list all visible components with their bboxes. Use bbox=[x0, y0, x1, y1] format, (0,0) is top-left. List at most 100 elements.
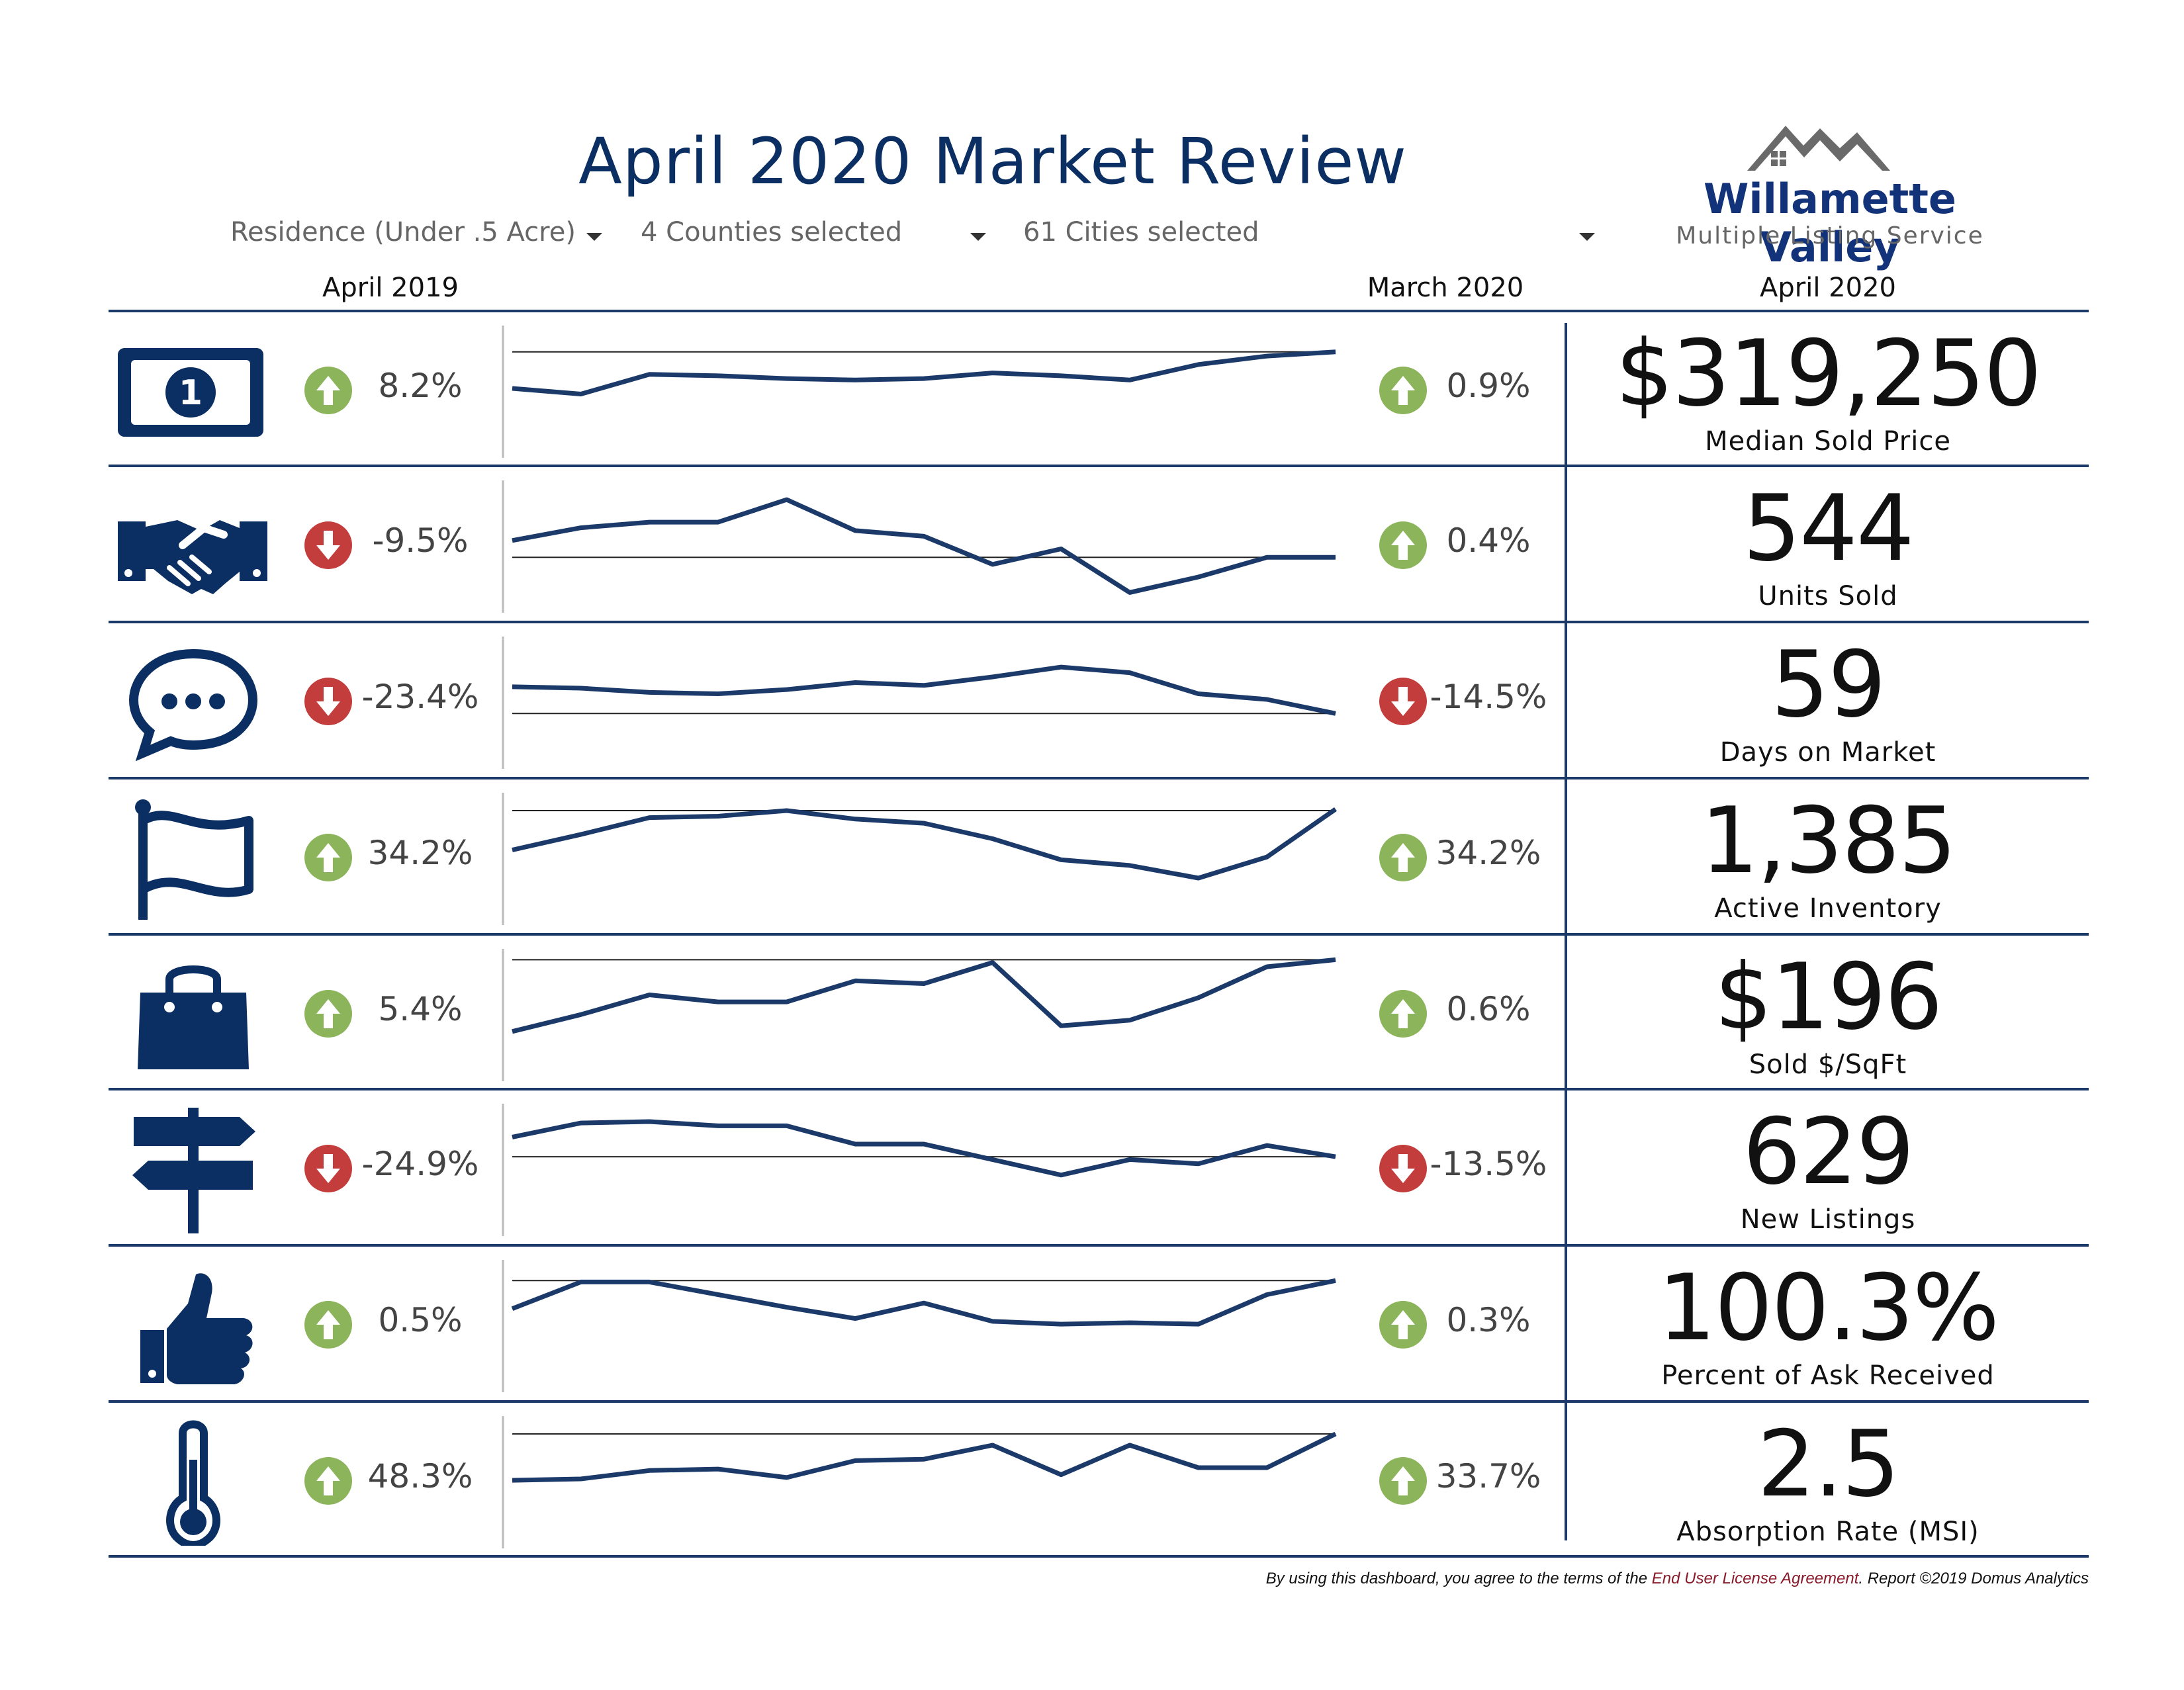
yoy-change: -23.4% bbox=[361, 678, 479, 716]
divider bbox=[109, 1555, 2089, 1558]
metric-label: Median Sold Price bbox=[1705, 426, 1951, 457]
metric-value: $319,250 bbox=[1615, 320, 2042, 427]
property-type-chevron-down-icon[interactable] bbox=[586, 233, 602, 241]
mom-change: 0.6% bbox=[1446, 990, 1531, 1028]
metric-label: Days on Market bbox=[1719, 737, 1936, 768]
trend-line bbox=[511, 1278, 1336, 1327]
metric-row: -9.5% 0.4% 544 Units Sold bbox=[0, 467, 2184, 623]
arrow-up-icon bbox=[1379, 521, 1427, 569]
yoy-change: -24.9% bbox=[361, 1145, 479, 1183]
arrow-up-icon bbox=[304, 834, 352, 881]
divider bbox=[109, 1400, 2089, 1403]
metric-value: 629 bbox=[1743, 1098, 1914, 1205]
yoy-change: 48.3% bbox=[367, 1457, 473, 1495]
property-type-filter[interactable]: Residence (Under .5 Acre) bbox=[230, 217, 576, 247]
metric-value: 2.5 bbox=[1757, 1411, 1899, 1517]
arrow-up-icon bbox=[1379, 1301, 1427, 1349]
counties-chevron-down-icon[interactable] bbox=[970, 233, 986, 241]
page-title: April 2020 Market Review bbox=[578, 124, 1407, 199]
cities-label: 61 Cities selected bbox=[1023, 217, 1259, 247]
mom-change: 0.4% bbox=[1446, 521, 1531, 560]
footer-text-post: . Report ©2019 Domus Analytics bbox=[1858, 1570, 2089, 1587]
arrow-up-icon bbox=[1379, 367, 1427, 414]
metric-value: $196 bbox=[1714, 944, 1942, 1050]
trend-sparkline bbox=[502, 1260, 1336, 1392]
cities-filter[interactable]: 61 Cities selected bbox=[1023, 217, 1259, 247]
arrow-down-icon bbox=[304, 1145, 352, 1192]
counties-label: 4 Counties selected bbox=[641, 217, 903, 247]
svg-text:1: 1 bbox=[179, 373, 203, 413]
metric-label: Sold $/SqFt bbox=[1749, 1049, 1907, 1080]
eula-link[interactable]: End User License Agreement bbox=[1651, 1570, 1859, 1587]
col-header-prior-month: March 2020 bbox=[1367, 273, 1524, 303]
arrow-down-icon bbox=[1379, 678, 1427, 725]
speech-bubble-icon bbox=[114, 641, 273, 766]
divider bbox=[109, 465, 2089, 467]
shopping-bag-icon bbox=[114, 953, 273, 1079]
metric-label: Percent of Ask Received bbox=[1661, 1360, 1995, 1391]
divider bbox=[109, 1244, 2089, 1247]
metric-row: -24.9% -13.5% 629 New Listings bbox=[0, 1090, 2184, 1247]
footer-text-pre: By using this dashboard, you agree to th… bbox=[1265, 1570, 1652, 1587]
arrow-down-icon bbox=[304, 521, 352, 569]
trend-sparkline bbox=[502, 949, 1336, 1081]
metric-value: 100.3% bbox=[1657, 1255, 1999, 1361]
trend-sparkline bbox=[502, 637, 1336, 769]
handshake-icon bbox=[114, 484, 273, 610]
dollar-bill-icon: 1 bbox=[114, 330, 273, 455]
metric-label: Active Inventory bbox=[1714, 893, 1942, 924]
divider bbox=[109, 933, 2089, 936]
metric-row: 48.3% 33.7% 2.5 Absorption Rate (MSI) bbox=[0, 1403, 2184, 1559]
arrow-down-icon bbox=[1379, 1145, 1427, 1192]
col-header-prior-year: April 2019 bbox=[322, 273, 459, 303]
divider bbox=[109, 621, 2089, 623]
col-header-current: April 2020 bbox=[1760, 273, 1896, 303]
yoy-change: 0.5% bbox=[378, 1301, 463, 1339]
trend-line bbox=[512, 1119, 1336, 1178]
mom-change: 0.9% bbox=[1446, 367, 1531, 405]
logo-subtitle: Multiple Listing Service bbox=[1676, 222, 1984, 249]
trend-sparkline bbox=[502, 1416, 1337, 1548]
metric-value: 59 bbox=[1771, 631, 1886, 738]
metric-row: 0.5% 0.3% 100.3% Percent of Ask Received bbox=[0, 1247, 2184, 1403]
trend-sparkline bbox=[502, 1104, 1336, 1236]
cities-chevron-down-icon[interactable] bbox=[1579, 233, 1595, 241]
yoy-change: -9.5% bbox=[372, 521, 469, 560]
arrow-up-icon bbox=[304, 1457, 352, 1505]
thumbs-up-icon bbox=[114, 1264, 273, 1390]
counties-filter[interactable]: 4 Counties selected bbox=[641, 217, 902, 247]
flag-icon bbox=[114, 797, 273, 922]
arrow-up-icon bbox=[1379, 834, 1427, 881]
arrow-up-icon bbox=[304, 990, 352, 1038]
property-type-label: Residence (Under .5 Acre) bbox=[230, 217, 576, 247]
arrow-down-icon bbox=[304, 678, 352, 725]
footer-disclaimer: By using this dashboard, you agree to th… bbox=[1266, 1570, 2089, 1588]
mom-change: -14.5% bbox=[1430, 678, 1547, 716]
metric-row: 34.2% 34.2% 1,385 Active Inventory bbox=[0, 779, 2184, 936]
mom-change: 33.7% bbox=[1435, 1457, 1541, 1495]
yoy-change: 8.2% bbox=[378, 367, 463, 405]
arrow-up-icon bbox=[304, 367, 352, 414]
mls-logo bbox=[1747, 126, 1890, 171]
arrow-up-icon bbox=[304, 1301, 352, 1349]
thermometer-icon bbox=[114, 1420, 273, 1549]
trend-line bbox=[512, 664, 1336, 716]
metric-label: Absorption Rate (MSI) bbox=[1676, 1517, 1979, 1547]
mom-change: 34.2% bbox=[1435, 834, 1541, 872]
trend-line bbox=[512, 349, 1336, 396]
metric-row: 5.4% 0.6% $196 Sold $/SqFt bbox=[0, 936, 2184, 1092]
yoy-change: 5.4% bbox=[378, 990, 463, 1028]
metric-label: New Listings bbox=[1740, 1204, 1916, 1235]
mom-change: 0.3% bbox=[1446, 1301, 1531, 1339]
mom-change: -13.5% bbox=[1430, 1145, 1547, 1183]
yoy-change: 34.2% bbox=[367, 834, 473, 872]
metric-value: 544 bbox=[1743, 475, 1914, 582]
metric-row: 1 8.2% 0.9% $319,250 Median Sold Price bbox=[0, 312, 2184, 468]
trend-sparkline bbox=[502, 480, 1336, 613]
arrow-up-icon bbox=[1379, 1457, 1427, 1505]
divider bbox=[109, 777, 2089, 779]
logo-title: Willamette Valley bbox=[1704, 175, 1956, 271]
trend-line bbox=[512, 807, 1337, 881]
trend-line bbox=[512, 957, 1336, 1034]
trend-sparkline bbox=[502, 793, 1337, 925]
